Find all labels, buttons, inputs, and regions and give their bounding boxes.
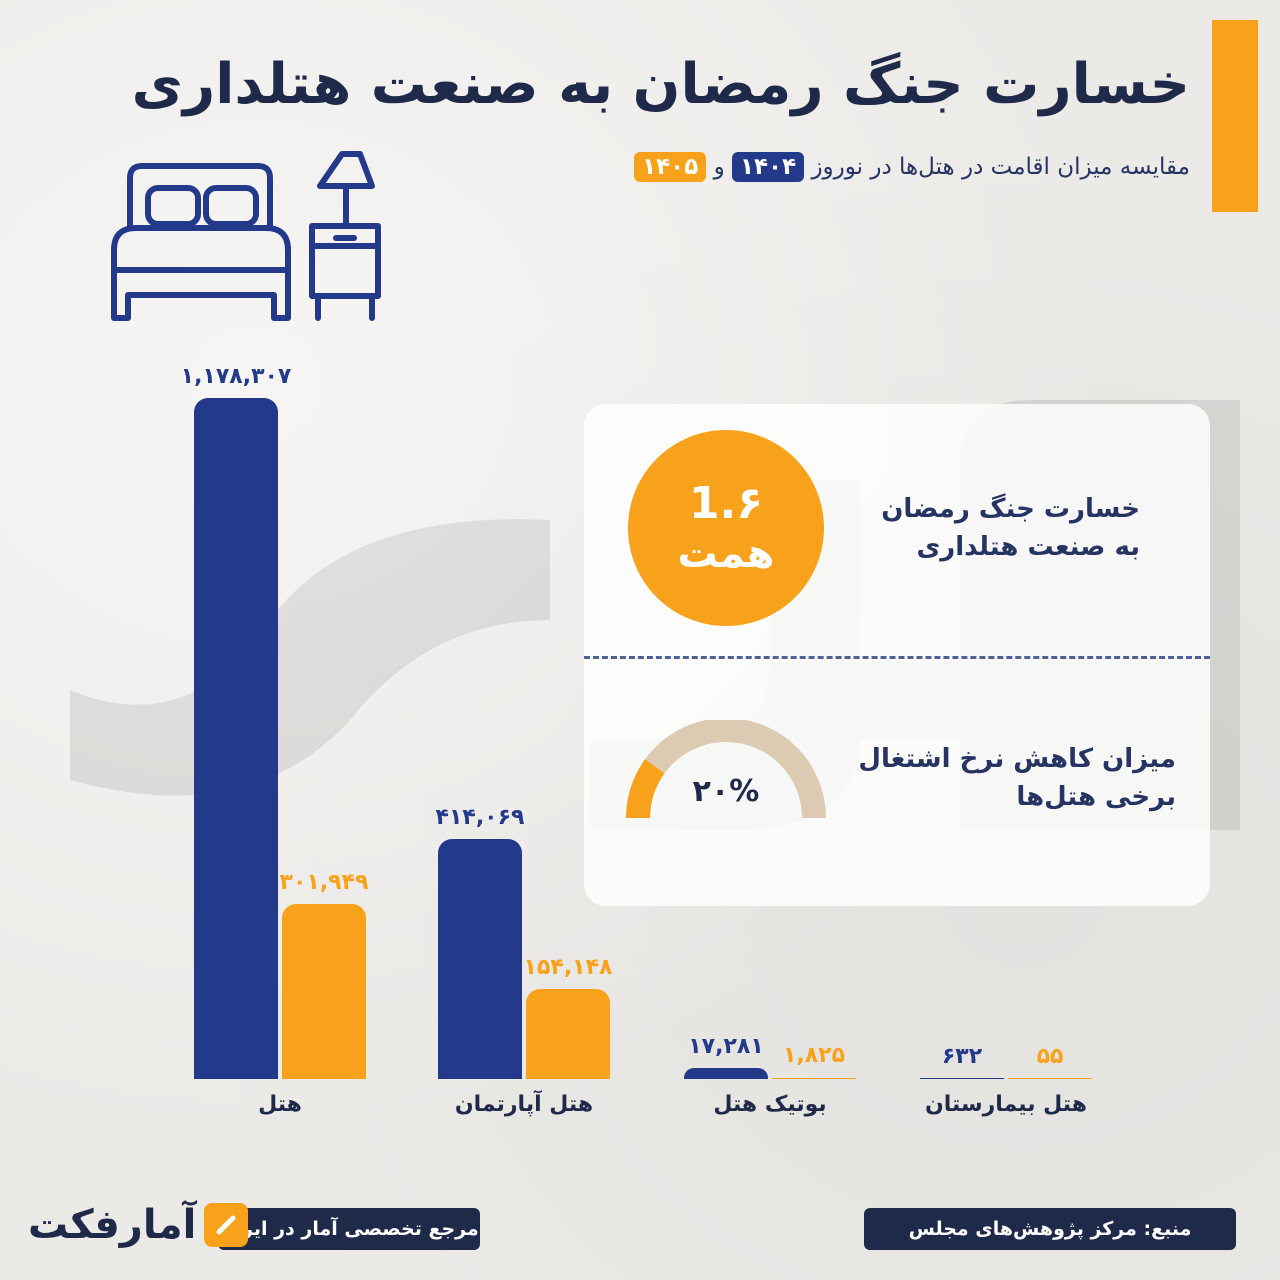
loss-stat-circle: 1.۶ همت <box>628 430 824 626</box>
bar-1405 <box>282 903 366 1078</box>
bar-value-label: ۱۵۴,۱۴۸ <box>523 955 613 981</box>
tagline-label: مرجع تخصصی آمار در ایران <box>218 1208 480 1250</box>
year-badge-1405: ۱۴۰۵ <box>634 152 707 182</box>
subtitle-and: و <box>713 154 725 180</box>
bar-value-label: ۴۱۴,۰۶۹ <box>435 805 525 831</box>
loss-value: 1.۶ <box>688 478 764 529</box>
bar-1405 <box>526 989 610 1078</box>
bar-baseline <box>920 1078 1004 1079</box>
card-divider <box>584 656 1210 659</box>
occupancy-gauge <box>626 720 826 819</box>
accent-bar <box>1212 20 1258 212</box>
bar-value-label: ۶۳۲ <box>941 1043 983 1069</box>
year-badge-1404: ۱۴۰۴ <box>731 152 805 182</box>
bar-baseline <box>684 1078 768 1079</box>
bar-1404 <box>438 839 522 1078</box>
bar-baseline <box>438 1078 522 1079</box>
category-label: بوتیک هتل <box>713 1092 827 1117</box>
page-subtitle: مقایسه میزان اقامت در هتل‌ها در نوروز ۱۴… <box>90 152 1190 182</box>
bar-value-label: ۱۷,۲۸۱ <box>688 1034 764 1060</box>
bar-baseline <box>1008 1078 1092 1079</box>
bar-value-label: ۳۰۱,۹۴۹ <box>279 869 369 895</box>
bar-baseline <box>772 1078 856 1079</box>
occupancy-line-2: برخی هتل‌ها <box>1016 782 1176 812</box>
occupancy-line-1: میزان کاهش نرخ اشتغال <box>858 744 1176 774</box>
bar-value-label: ۱,۱۷۸,۳۰۷ <box>180 364 292 389</box>
bed-icon <box>111 151 381 321</box>
loss-line-1: خسارت جنگ رمضان <box>881 494 1140 524</box>
occupancy-description: میزان کاهش نرخ اشتغال برخی هتل‌ها <box>836 740 1176 816</box>
category-label: هتل بیمارستان <box>924 1092 1088 1117</box>
source-label: منبع: مرکز پژوهش‌های مجلس <box>864 1208 1236 1250</box>
bar-baseline <box>526 1078 610 1079</box>
bar-value-label: ۵۵ <box>1036 1043 1064 1069</box>
logo-text: آمارفکت <box>28 1202 197 1248</box>
loss-description: خسارت جنگ رمضان به صنعت هتلداری <box>800 490 1140 566</box>
bar-baseline <box>194 1078 278 1079</box>
category-label: هتل آپارتمان <box>454 1092 594 1117</box>
occupancy-value: ۲۰% <box>692 774 760 809</box>
page-title: خسارت جنگ رمضان به صنعت هتلداری <box>131 52 1190 117</box>
loss-line-2: به صنعت هتلداری <box>916 532 1140 562</box>
bar-baseline <box>282 1078 366 1079</box>
brand-logo: آمارفکت <box>28 1202 249 1248</box>
bar-value-label: ۱,۸۲۵ <box>782 1042 846 1068</box>
bar-1404 <box>684 1068 768 1078</box>
subtitle-text: مقایسه میزان اقامت در هتل‌ها در نوروز <box>811 154 1190 180</box>
category-label: هتل <box>258 1092 302 1117</box>
logo-mark-icon <box>204 1203 249 1247</box>
lamp-icon <box>317 151 375 189</box>
loss-unit: همت <box>677 531 775 577</box>
bar-1404 <box>194 398 278 1078</box>
